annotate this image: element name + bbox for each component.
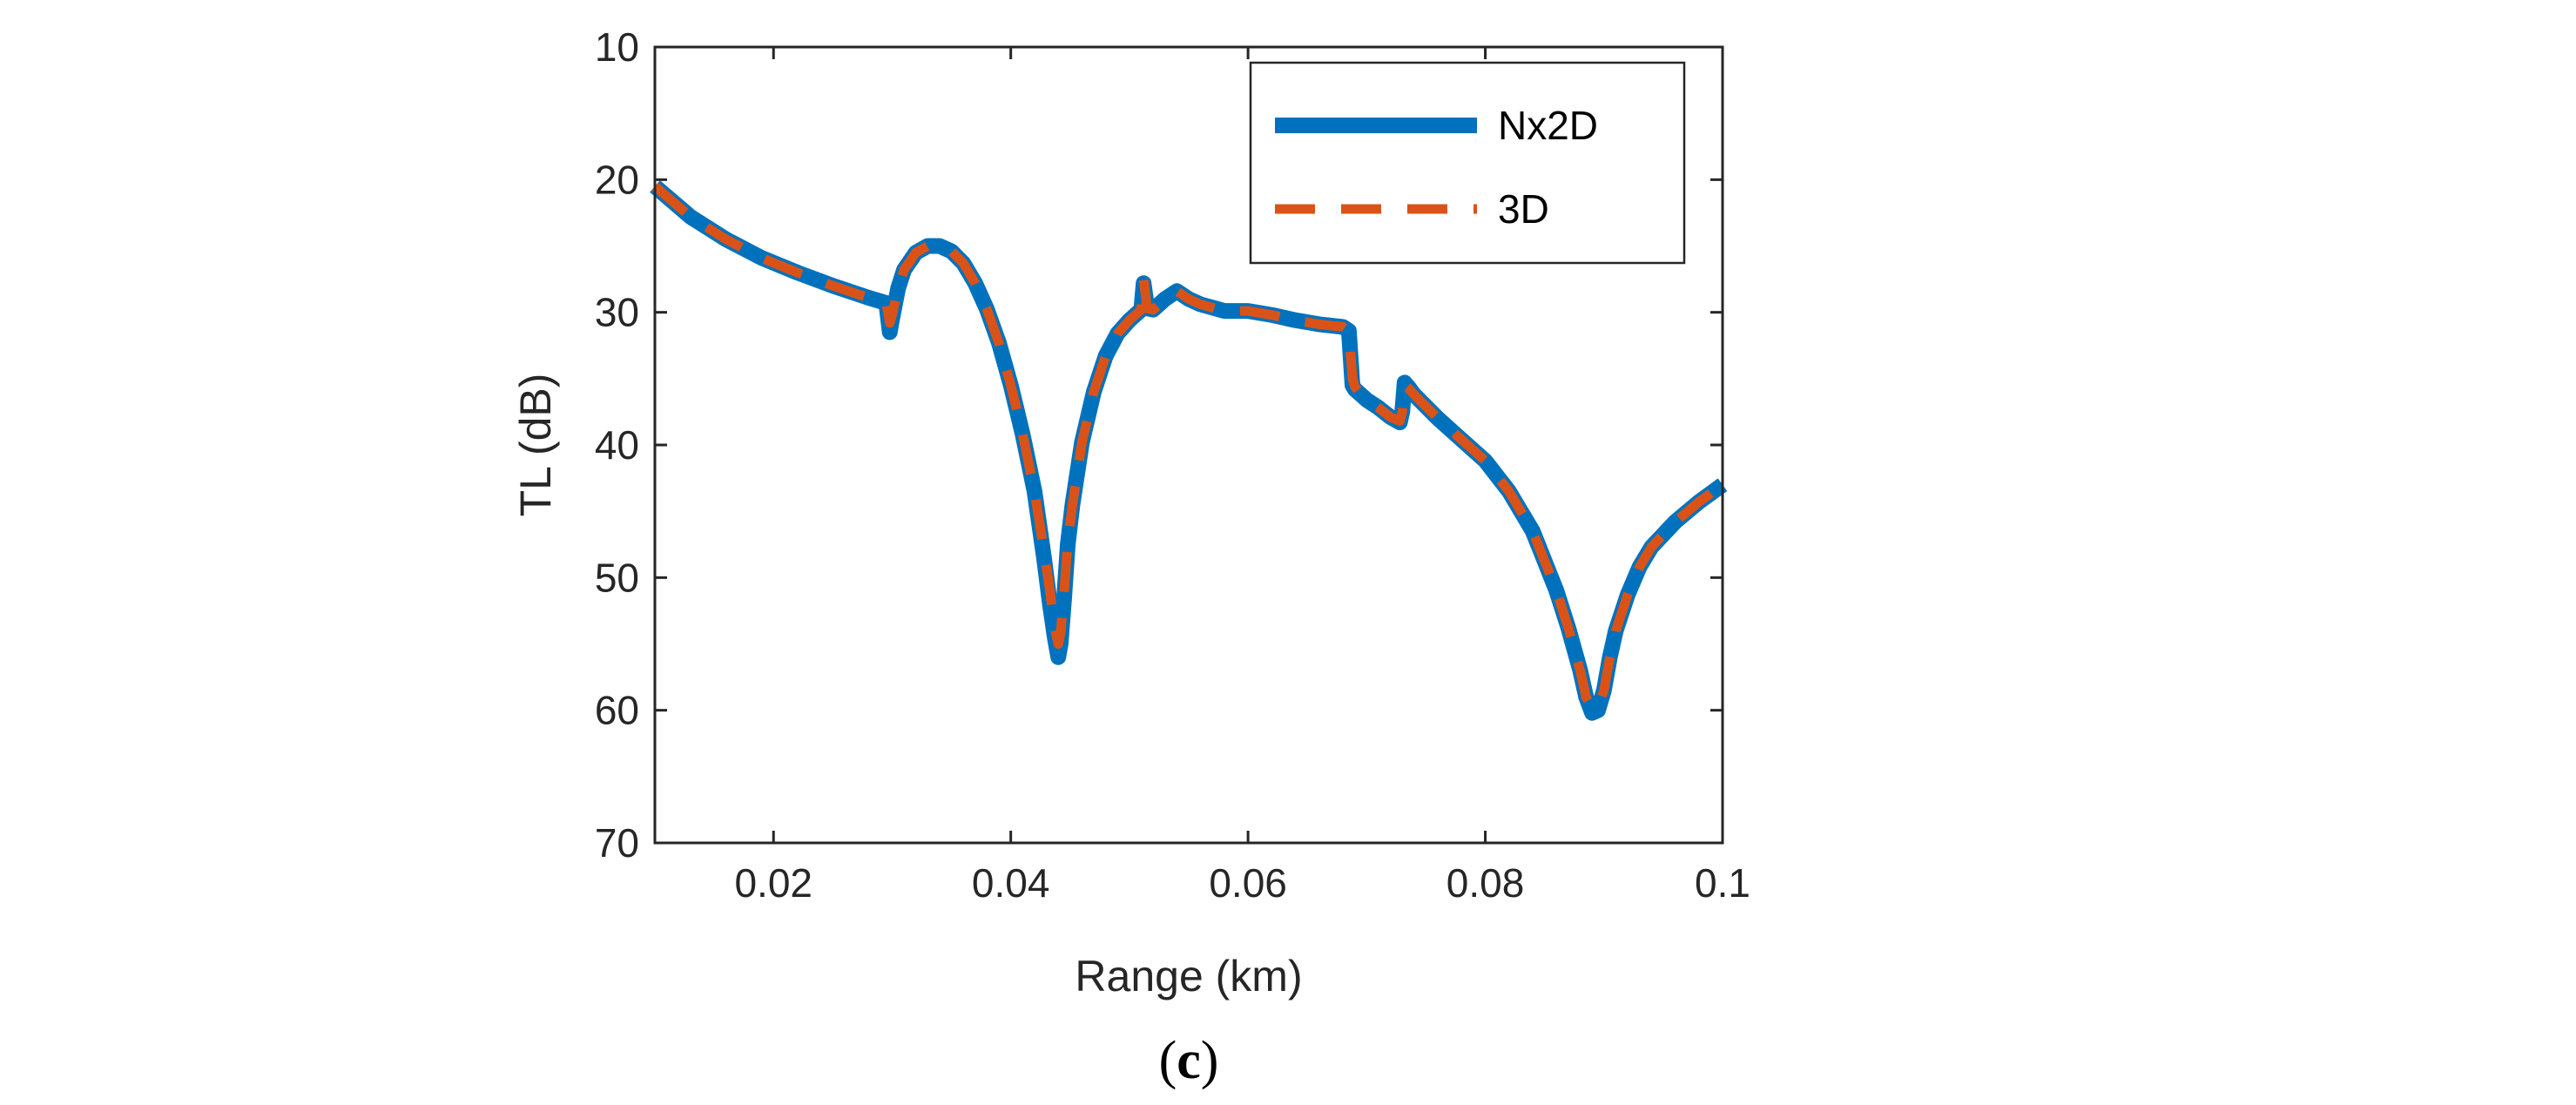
x-tick-label: 0.1 <box>1695 860 1750 906</box>
caption-letter: c <box>1177 1031 1201 1090</box>
y-tick-label: 60 <box>595 688 639 733</box>
y-tick-label: 20 <box>595 157 639 202</box>
figure-caption: (c) <box>1159 1031 1219 1090</box>
x-tick-label: 0.08 <box>1446 860 1525 906</box>
series-line-3d <box>651 182 1726 713</box>
legend-box <box>1249 61 1686 265</box>
axis-ticks: 0.02 0.04 0.06 0.08 0.1 10 20 30 40 50 60 70 <box>595 24 1750 906</box>
legend-label-nx2d: Nx2D <box>1498 103 1598 148</box>
series-layer <box>650 180 1728 721</box>
y-tick-label: 40 <box>595 422 639 468</box>
y-tick-label: 70 <box>595 820 639 866</box>
legend: Nx2D 3D <box>1249 61 1686 265</box>
y-tick-label: 10 <box>595 24 639 70</box>
x-axis-label: Range (km) <box>1075 952 1302 1001</box>
caption-close-paren: ) <box>1201 1031 1219 1090</box>
x-tick-label: 0.06 <box>1209 860 1287 906</box>
y-tick-label: 50 <box>595 555 639 600</box>
y-axis-label: TL (dB) <box>511 374 560 517</box>
x-tick-label: 0.04 <box>972 860 1050 906</box>
y-tick-label: 30 <box>595 290 639 335</box>
x-tick-label: 0.02 <box>734 860 813 906</box>
legend-label-3d: 3D <box>1498 186 1549 232</box>
caption-open-paren: ( <box>1159 1031 1177 1090</box>
